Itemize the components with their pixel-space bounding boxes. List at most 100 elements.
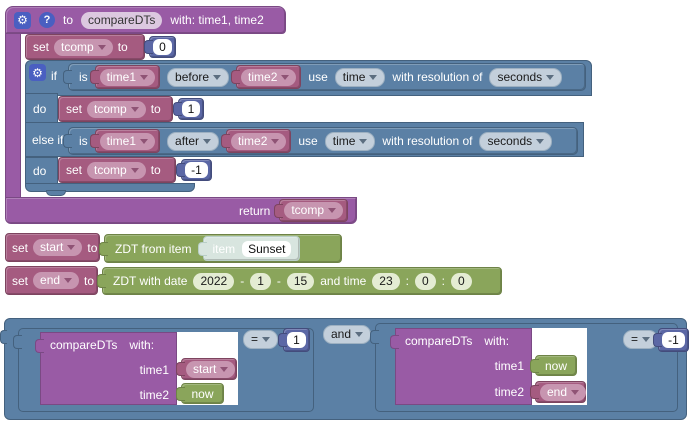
unit-dropdown[interactable]: time (334, 67, 386, 87)
dropdown-arrow-icon (220, 366, 229, 372)
number-field[interactable]: 0 (153, 39, 172, 55)
call-param-label: time1 (139, 363, 169, 377)
dropdown-arrow-icon (64, 278, 73, 283)
dropdown-arrow-icon (203, 138, 212, 144)
to-label: to (150, 102, 161, 116)
month-field[interactable]: 1 (250, 272, 271, 290)
unit-dropdown[interactable]: time (324, 131, 376, 151)
compare-op-dropdown[interactable]: before (167, 67, 230, 87)
dropdown-arrow-icon (355, 332, 364, 337)
call-with-label: with: (129, 338, 155, 352)
function-definition-header[interactable]: ⚙ ? to compareDTs with: time1, time2 (5, 6, 286, 34)
output-tab (0, 330, 7, 344)
number-field[interactable]: -1 (185, 162, 208, 178)
item-name-field[interactable]: Sunset (242, 240, 292, 257)
zdt-with-date-block[interactable]: ZDT with date 2022 - 1 - 15 and time 23 … (102, 267, 502, 295)
number-field[interactable]: 1 (287, 332, 306, 348)
number-block[interactable]: -1 (181, 159, 212, 181)
dropdown-arrow-icon (140, 74, 149, 80)
is-label: is (79, 134, 88, 148)
set-label: set (12, 273, 29, 288)
to-label: to (117, 40, 128, 54)
set-variable-block[interactable]: set tcomp to (58, 96, 173, 122)
variable-get-block[interactable]: time2 (226, 129, 292, 153)
call-name-label: compareDTs (405, 334, 473, 348)
minute-field[interactable]: 0 (414, 272, 436, 290)
dropdown-arrow-icon (271, 138, 280, 144)
now-block[interactable]: now (535, 355, 577, 376)
if-block-do-column (25, 93, 58, 126)
zdt-from-item-label: ZDT from item (115, 241, 192, 256)
set-label: set (33, 40, 50, 54)
hour-field[interactable]: 23 (372, 272, 400, 290)
variable-get-block[interactable]: start (181, 358, 237, 380)
number-field[interactable]: 1 (181, 101, 201, 117)
number-block[interactable]: 1 (283, 328, 310, 352)
zdt-from-item-block[interactable]: ZDT from item item Sunset (104, 234, 342, 263)
date-separator: - (276, 274, 281, 288)
resolution-dropdown[interactable]: seconds (489, 67, 563, 87)
datetime-compare-block[interactable]: is time1 before time2 use time with reso… (68, 63, 586, 91)
number-block[interactable]: -1 (658, 328, 689, 352)
if-block-bottom-notch (46, 190, 66, 196)
and-operator-dropdown[interactable]: and (323, 325, 372, 344)
dropdown-arrow-icon (328, 208, 336, 213)
function-call-block[interactable]: compareDTs with: time1 time2 (35, 332, 177, 405)
do-label: do (33, 164, 47, 178)
to-label: to (84, 273, 95, 288)
function-name-field[interactable]: compareDTs (81, 11, 163, 29)
call-name-label: compareDTs (50, 338, 118, 352)
set-variable-block[interactable]: set tcomp to (25, 34, 145, 60)
elseif-label: else if (32, 133, 64, 147)
resolution-dropdown[interactable]: seconds (479, 131, 553, 151)
set-variable-block[interactable]: set tcomp to (58, 157, 176, 183)
datetime-compare-block[interactable]: is time1 after time2 use time with resol… (68, 127, 578, 155)
item-block[interactable]: item Sunset (203, 236, 301, 261)
variable-get-block[interactable]: time1 (94, 129, 161, 153)
number-block[interactable]: 0 (149, 36, 176, 58)
dropdown-arrow-icon (359, 138, 368, 144)
time-separator: : (405, 274, 409, 288)
variable-get-block[interactable]: time2 (236, 65, 302, 89)
set-variable-block[interactable]: set start to (5, 233, 100, 262)
help-icon[interactable]: ? (39, 12, 55, 28)
year-field[interactable]: 2022 (193, 272, 235, 290)
variable-dropdown[interactable]: tcomp (54, 38, 113, 56)
variable-dropdown[interactable]: end (33, 272, 80, 289)
resolution-label: with resolution of (382, 134, 473, 148)
to-label: to (87, 240, 98, 255)
call-param-label: time2 (494, 385, 524, 399)
variable-get-block[interactable]: end (535, 381, 587, 403)
function-body-spine (5, 33, 21, 198)
function-return-bar: return tcomp (5, 197, 357, 224)
set-variable-block[interactable]: set end to (5, 266, 98, 295)
is-label: is (79, 70, 88, 84)
second-field[interactable]: 0 (451, 272, 472, 290)
day-field[interactable]: 15 (286, 272, 315, 290)
and-time-label: and time (320, 274, 367, 288)
set-label: set (12, 240, 29, 255)
set-label: set (66, 163, 83, 177)
dropdown-arrow-icon (281, 74, 290, 80)
call-param-label: time1 (494, 359, 524, 373)
dropdown-arrow-icon (213, 74, 222, 80)
dropdown-arrow-icon (140, 138, 149, 144)
variable-dropdown[interactable]: start (33, 239, 83, 256)
variable-dropdown[interactable]: tcomp (87, 161, 146, 179)
number-field[interactable]: -1 (662, 332, 685, 348)
function-call-block[interactable]: compareDTs with: time1 time2 (390, 328, 532, 405)
if-label: if (51, 69, 57, 83)
if-mutator-gear-icon[interactable]: ⚙ (29, 64, 46, 81)
time-separator: : (441, 274, 445, 288)
number-block[interactable]: 1 (178, 98, 204, 120)
now-block[interactable]: now (181, 383, 224, 404)
if-block-footer (25, 183, 195, 192)
compare-op-dropdown[interactable]: = (243, 330, 279, 349)
variable-get-block[interactable]: tcomp (279, 199, 348, 222)
variable-dropdown[interactable]: tcomp (87, 100, 146, 118)
variable-get-block[interactable]: time1 (94, 65, 161, 89)
compare-op-dropdown[interactable]: after (167, 131, 220, 151)
return-label: return (238, 203, 271, 218)
mutator-gear-icon[interactable]: ⚙ (14, 11, 31, 29)
dropdown-arrow-icon (369, 74, 378, 80)
